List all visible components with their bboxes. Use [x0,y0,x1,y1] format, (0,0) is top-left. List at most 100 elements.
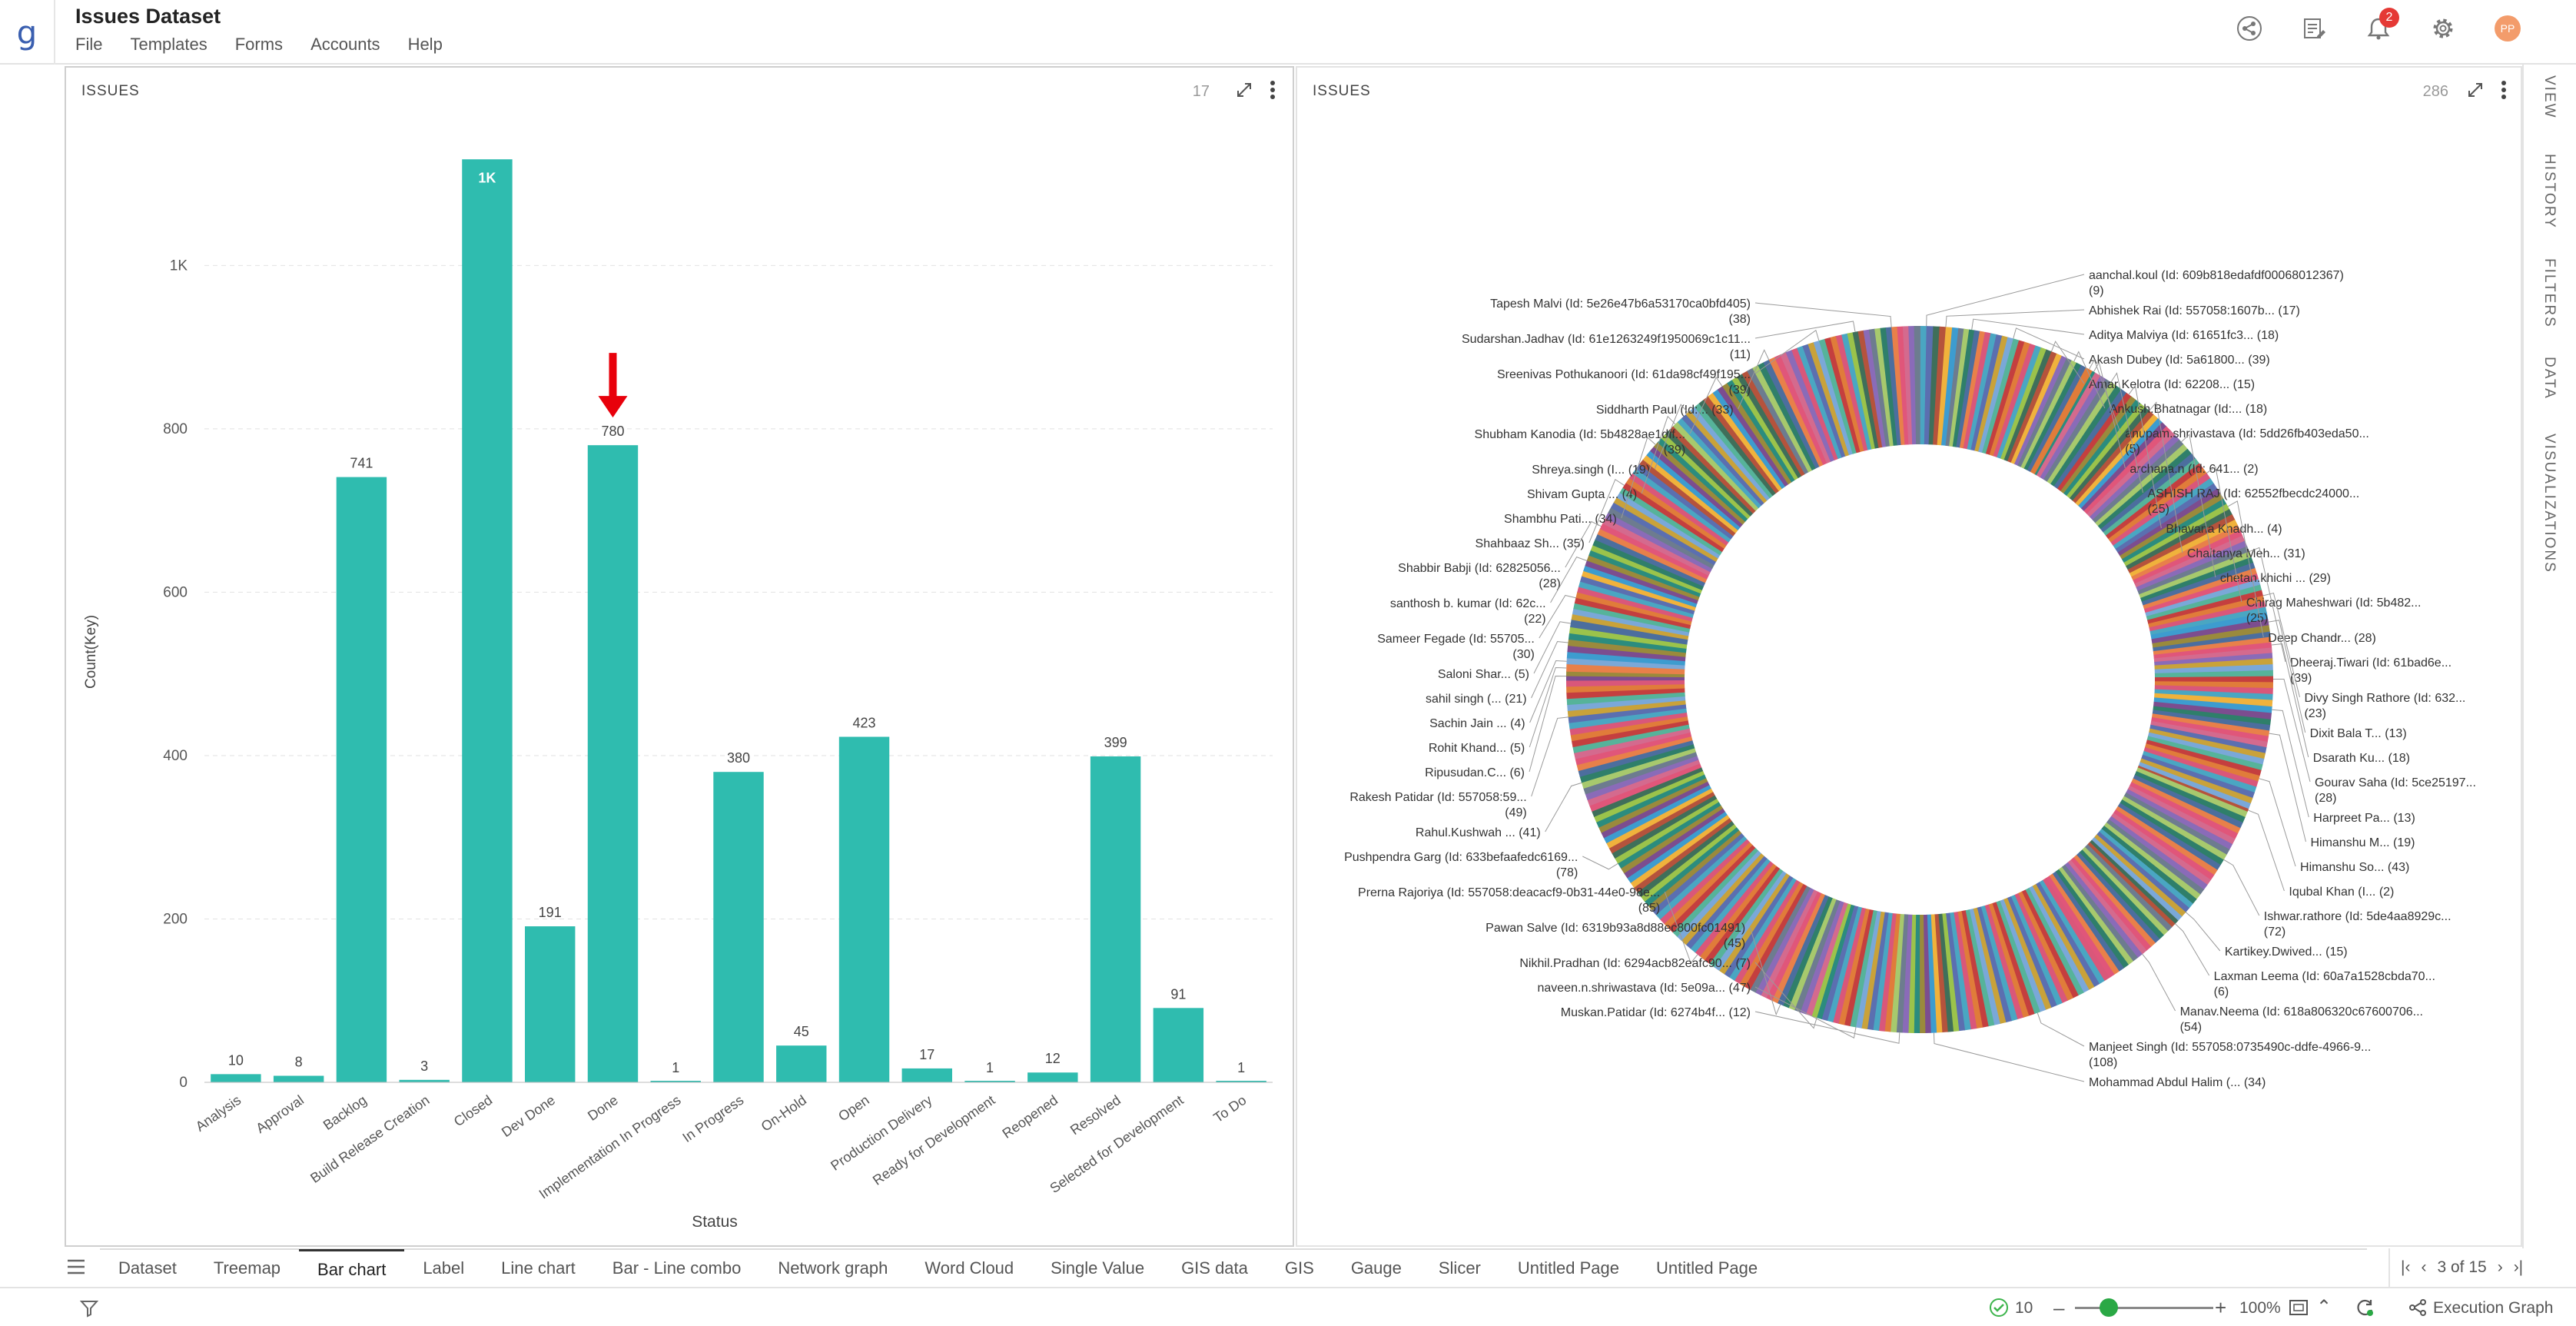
prev-page-icon[interactable]: ‹ [2421,1258,2427,1276]
donut-slice[interactable] [1941,327,1960,446]
donut-slice[interactable] [1797,345,1842,460]
tab-gauge[interactable]: Gauge [1350,1258,1402,1278]
bar[interactable] [964,1081,1015,1082]
donut-slice[interactable] [2143,747,2259,788]
tab-gis-data[interactable]: GIS data [1181,1258,1248,1278]
donut-slice[interactable] [2144,743,2260,783]
donut-slice[interactable] [1648,829,1742,911]
donut-slice[interactable] [1592,539,1705,590]
donut-slice[interactable] [1754,887,1814,996]
donut-slice[interactable] [1574,597,1691,630]
donut-slice[interactable] [1937,913,1954,1032]
donut-slice[interactable] [1782,896,1833,1009]
donut-slice[interactable] [1868,328,1891,447]
donut-slice[interactable] [1805,902,1848,1017]
donut-slice[interactable] [2105,463,2204,540]
donut-slice[interactable] [1980,906,2018,1022]
donut-slice[interactable] [1605,788,1714,849]
bar[interactable] [650,1081,701,1082]
donut-slice[interactable] [2017,891,2073,1002]
donut-slice[interactable] [2058,866,2133,965]
donut-slice[interactable] [1640,823,1737,902]
donut-slice[interactable] [1816,904,1855,1020]
donut-slice[interactable] [1813,340,1854,456]
donut-slice[interactable] [2127,785,2236,845]
donut-slice[interactable] [2141,562,2256,607]
bar[interactable] [1153,1008,1204,1082]
donut-slice[interactable] [1572,724,1690,753]
donut-slice[interactable] [1907,914,1917,1033]
bar[interactable] [525,926,576,1082]
donut-slice[interactable] [1566,687,1685,700]
donut-slice[interactable] [1855,910,1881,1029]
tab-bar-line-combo[interactable]: Bar - Line combo [612,1258,742,1278]
donut-slice[interactable] [2153,631,2271,652]
donut-slice[interactable] [2056,392,2132,492]
donut-slice[interactable] [2034,371,2096,476]
donut-slice[interactable] [1637,820,1734,898]
donut-slice[interactable] [1690,858,1771,953]
donut-slice[interactable] [2117,488,2221,557]
donut-slice[interactable] [1728,877,1797,981]
execution-graph-button[interactable]: Execution Graph [2433,1299,2554,1317]
donut-slice[interactable] [2028,886,2090,993]
donut-slice[interactable] [2153,701,2272,720]
donut-slice[interactable] [1579,743,1695,783]
donut-slice[interactable] [1566,657,1685,670]
rail-visualizations[interactable]: VISUALIZATIONS [2541,434,2558,573]
donut-slice[interactable] [1965,909,1995,1027]
donut-slice[interactable] [2086,430,2176,517]
donut-slice[interactable] [2079,849,2164,940]
donut-slice[interactable] [2129,782,2239,840]
donut-slice[interactable] [2147,590,2264,625]
donut-slice[interactable] [1614,798,1719,864]
donut-slice[interactable] [2147,732,2265,766]
donut-slice[interactable] [1718,872,1790,975]
chevron-up-icon[interactable]: ⌃ [2316,1297,2332,1318]
donut-slice[interactable] [1635,464,1734,540]
donut-slice[interactable] [1625,477,1727,549]
rail-history[interactable]: HISTORY [2541,154,2558,229]
donut-slice[interactable] [1749,886,1811,993]
donut-slice[interactable] [2145,579,2261,617]
bar[interactable] [1027,1072,1078,1082]
donut-slice[interactable] [1794,899,1841,1012]
donut-slice[interactable] [1724,875,1794,978]
donut-slice[interactable] [2007,351,2058,464]
tab-gis[interactable]: GIS [1284,1258,1314,1278]
donut-slice[interactable] [1620,805,1724,874]
donut-slice[interactable] [1963,331,1992,450]
donut-slice[interactable] [2139,758,2253,805]
donut-slice[interactable] [1744,883,1808,990]
bar[interactable] [273,1075,324,1082]
bar[interactable] [336,477,387,1082]
donut-slice[interactable] [1602,517,1711,577]
donut-slice[interactable] [1627,811,1728,883]
donut-slice[interactable] [1595,774,1707,828]
donut-slice[interactable] [1890,913,1904,1033]
donut-slice[interactable] [2072,410,2155,503]
donut-slice[interactable] [1949,328,1970,447]
donut-slice[interactable] [2023,362,2082,471]
donut-slice[interactable] [1919,914,1926,1033]
rail-data[interactable]: DATA [2541,357,2558,400]
donut-slice[interactable] [1655,836,1748,920]
donut-slice[interactable] [1659,839,1750,925]
donut-slice[interactable] [2070,857,2152,952]
donut-slice[interactable] [1993,343,2037,458]
donut-slice[interactable] [1928,326,1940,445]
donut-slice[interactable] [2090,434,2180,520]
donut-slice[interactable] [2153,647,2272,663]
donut-slice[interactable] [1633,817,1732,893]
donut-slice[interactable] [1608,791,1715,854]
donut-slice[interactable] [1721,382,1792,485]
donut-slice[interactable] [1657,437,1748,522]
donut-slice[interactable] [2032,884,2095,991]
donut-slice[interactable] [2149,601,2266,632]
donut-slice[interactable] [2131,778,2241,835]
donut-slice[interactable] [2060,396,2136,494]
donut-slice[interactable] [2047,382,2117,484]
donut-slice[interactable] [1644,826,1740,906]
donut-slice[interactable] [2115,483,2218,553]
donut-slice[interactable] [2025,887,2084,996]
